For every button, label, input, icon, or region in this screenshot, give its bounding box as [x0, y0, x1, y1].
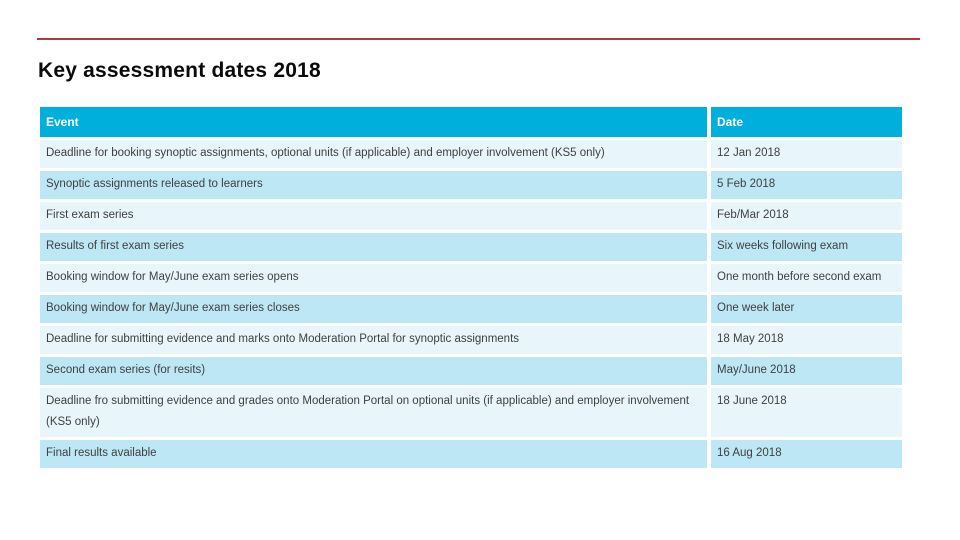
event-cell: Deadline for booking synoptic assignment… — [40, 140, 707, 168]
table-row: Synoptic assignments released to learner… — [40, 171, 902, 199]
table-row: Booking window for May/June exam series … — [40, 295, 902, 323]
table-header-row: Event Date — [40, 107, 902, 137]
date-cell: Six weeks following exam — [711, 233, 902, 261]
event-column-header: Event — [40, 107, 707, 137]
event-cell: Results of first exam series — [40, 233, 707, 261]
page-title: Key assessment dates 2018 — [38, 59, 321, 82]
table-row: Deadline fro submitting evidence and gra… — [40, 388, 902, 437]
event-cell: Deadline for submitting evidence and mar… — [40, 326, 707, 354]
table-row: Booking window for May/June exam series … — [40, 264, 902, 292]
date-cell: One week later — [711, 295, 902, 323]
date-cell: 5 Feb 2018 — [711, 171, 902, 199]
event-cell: Synoptic assignments released to learner… — [40, 171, 707, 199]
date-cell: 16 Aug 2018 — [711, 440, 902, 468]
event-cell: First exam series — [40, 202, 707, 230]
table-body: Deadline for booking synoptic assignment… — [40, 140, 902, 468]
date-cell: One month before second exam — [711, 264, 902, 292]
top-divider-line — [37, 38, 920, 40]
assessment-dates-table: Event Date Deadline for booking synoptic… — [40, 107, 902, 468]
event-cell: Final results available — [40, 440, 707, 468]
table-row: Results of first exam series Six weeks fo… — [40, 233, 902, 261]
event-cell: Booking window for May/June exam series … — [40, 295, 707, 323]
table-row: Second exam series (for resits) May/June … — [40, 357, 902, 385]
event-cell: Deadline fro submitting evidence and gra… — [40, 388, 707, 437]
date-cell: 12 Jan 2018 — [711, 140, 902, 168]
date-cell: May/June 2018 — [711, 357, 902, 385]
date-column-header: Date — [711, 107, 902, 137]
event-cell: Booking window for May/June exam series … — [40, 264, 707, 292]
date-cell: Feb/Mar 2018 — [711, 202, 902, 230]
table-row: Deadline for submitting evidence and mar… — [40, 326, 902, 354]
date-cell: 18 May 2018 — [711, 326, 902, 354]
table-row: Final results available 16 Aug 2018 — [40, 440, 902, 468]
date-cell: 18 June 2018 — [711, 388, 902, 437]
table-row: Deadline for booking synoptic assignment… — [40, 140, 902, 168]
event-cell: Second exam series (for resits) — [40, 357, 707, 385]
table-row: First exam series Feb/Mar 2018 — [40, 202, 902, 230]
